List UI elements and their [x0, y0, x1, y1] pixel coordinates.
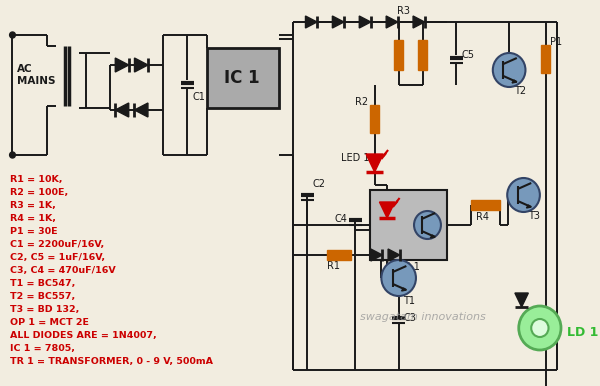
- Text: LED 1: LED 1: [341, 153, 370, 163]
- Circle shape: [507, 178, 540, 212]
- Text: R1: R1: [326, 261, 340, 271]
- Text: T2 = BC557,: T2 = BC557,: [10, 292, 75, 301]
- Circle shape: [382, 260, 416, 296]
- Polygon shape: [115, 103, 129, 117]
- Bar: [418, 40, 427, 70]
- Circle shape: [531, 319, 548, 337]
- Circle shape: [519, 306, 561, 350]
- Polygon shape: [305, 16, 317, 28]
- Text: OP 1: OP 1: [397, 262, 420, 272]
- Text: IC 1 = 7805,: IC 1 = 7805,: [10, 344, 74, 353]
- Text: T1 = BC547,: T1 = BC547,: [10, 279, 75, 288]
- Polygon shape: [371, 249, 382, 261]
- Text: R3 = 1K,: R3 = 1K,: [10, 201, 55, 210]
- Text: C4: C4: [334, 214, 347, 224]
- Text: T3 = BD 132,: T3 = BD 132,: [10, 305, 79, 314]
- Polygon shape: [515, 293, 529, 307]
- Bar: [206, 48, 278, 108]
- Bar: [394, 40, 403, 70]
- Text: T1: T1: [403, 296, 415, 306]
- Bar: [471, 200, 500, 210]
- Text: P1: P1: [550, 37, 563, 47]
- Polygon shape: [430, 235, 435, 238]
- Polygon shape: [512, 80, 517, 83]
- Polygon shape: [413, 16, 425, 28]
- Text: R2 = 100E,: R2 = 100E,: [10, 188, 68, 197]
- Text: C1: C1: [192, 92, 205, 102]
- Bar: [370, 105, 379, 133]
- Polygon shape: [359, 16, 371, 28]
- Text: C2: C2: [312, 179, 325, 189]
- Text: C3: C3: [403, 313, 416, 323]
- Text: AC
MAINS: AC MAINS: [17, 64, 56, 86]
- Text: P1 = 30E: P1 = 30E: [10, 227, 57, 236]
- Text: R2: R2: [355, 97, 368, 107]
- Circle shape: [10, 152, 16, 158]
- Text: C3, C4 = 470uF/16V: C3, C4 = 470uF/16V: [10, 266, 115, 275]
- Polygon shape: [332, 16, 344, 28]
- Text: T3: T3: [529, 211, 541, 221]
- Text: R3: R3: [397, 6, 410, 16]
- Polygon shape: [134, 103, 148, 117]
- Bar: [326, 250, 350, 260]
- Text: TR 1 = TRANSFORMER, 0 - 9 V, 500mA: TR 1 = TRANSFORMER, 0 - 9 V, 500mA: [10, 357, 212, 366]
- Text: C1 = 2200uF/16V,: C1 = 2200uF/16V,: [10, 240, 104, 249]
- Circle shape: [414, 211, 441, 239]
- Bar: [370, 190, 446, 260]
- Polygon shape: [134, 58, 148, 72]
- Text: R4: R4: [476, 212, 488, 222]
- Bar: [541, 45, 550, 73]
- Text: LD 1: LD 1: [567, 327, 598, 340]
- Polygon shape: [115, 58, 129, 72]
- Polygon shape: [388, 249, 400, 261]
- Text: OP 1 = MCT 2E: OP 1 = MCT 2E: [10, 318, 89, 327]
- Text: R1 = 10K,: R1 = 10K,: [10, 175, 62, 184]
- Text: R4 = 1K,: R4 = 1K,: [10, 214, 56, 223]
- Text: C2, C5 = 1uF/16V,: C2, C5 = 1uF/16V,: [10, 253, 105, 262]
- Polygon shape: [386, 16, 398, 28]
- Text: swagatam innovations: swagatam innovations: [360, 312, 485, 322]
- Text: T2: T2: [514, 86, 526, 96]
- Circle shape: [493, 53, 526, 87]
- Polygon shape: [526, 205, 531, 208]
- Text: ALL DIODES ARE = 1N4007,: ALL DIODES ARE = 1N4007,: [10, 331, 157, 340]
- Polygon shape: [366, 154, 383, 172]
- Polygon shape: [401, 288, 406, 291]
- Text: IC 1: IC 1: [224, 69, 260, 87]
- Circle shape: [10, 32, 16, 38]
- Text: C5: C5: [461, 50, 474, 60]
- Polygon shape: [379, 202, 395, 218]
